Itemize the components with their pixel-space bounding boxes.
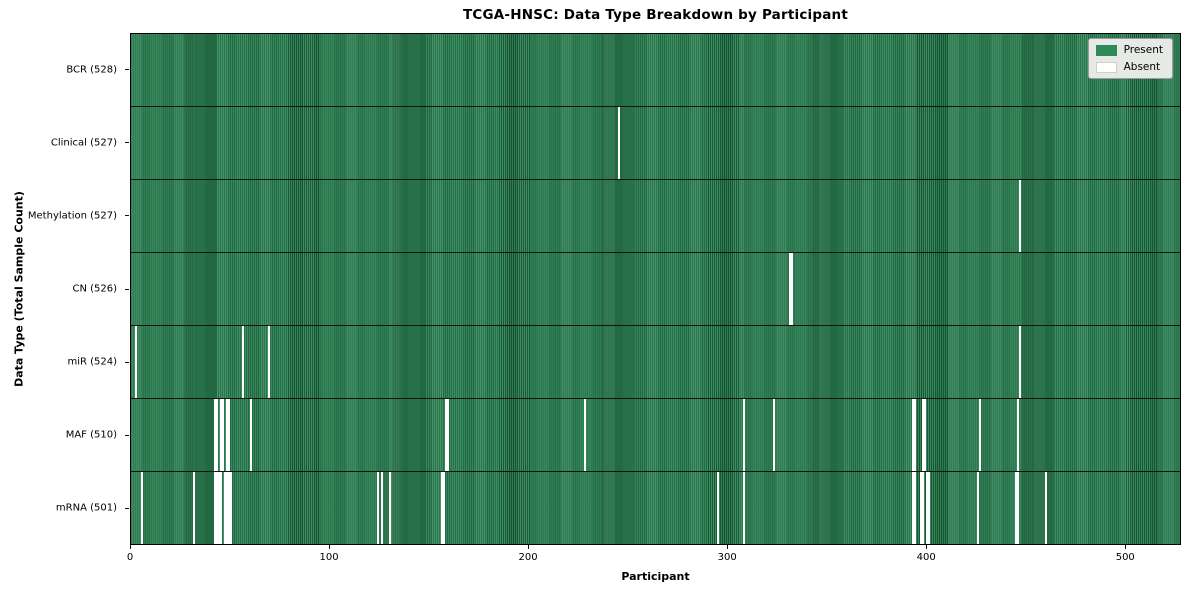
heatmap-row-bcr — [131, 34, 1180, 106]
absent-mark — [220, 472, 223, 544]
absent-mark — [788, 253, 791, 325]
absent-mark — [913, 472, 916, 544]
legend-entry-present: Present — [1095, 44, 1163, 56]
absent-mark — [742, 399, 745, 471]
absent-mark — [446, 399, 449, 471]
y-tick-label: Clinical (527) — [50, 137, 117, 149]
absent-mark — [1015, 472, 1018, 544]
heatmap-row-clinical — [131, 106, 1180, 179]
absent-mark — [222, 399, 225, 471]
absent-mark — [214, 399, 217, 471]
absent-mark — [220, 399, 223, 471]
absent-mark — [389, 472, 392, 544]
absent-mark — [444, 399, 447, 471]
absent-swatch-icon — [1095, 61, 1117, 73]
x-axis: 0 100 200 300 400 500 — [126, 545, 1181, 585]
absent-mark — [790, 253, 793, 325]
x-tick-mark — [727, 545, 729, 549]
y-tick-mark — [125, 434, 129, 436]
absent-mark — [617, 107, 620, 179]
chart-title: TCGA-HNSC: Data Type Breakdown by Partic… — [462, 7, 848, 23]
absent-mark — [911, 399, 914, 471]
y-tick-label: miR (524) — [67, 356, 117, 368]
absent-mark — [440, 472, 443, 544]
absent-mark — [218, 472, 221, 544]
y-tick-label: MAF (510) — [65, 429, 117, 441]
present-swatch-icon — [1095, 44, 1117, 56]
absent-mark — [214, 472, 217, 544]
x-tick-mark — [329, 545, 331, 549]
plot-area: Present Absent — [130, 33, 1181, 545]
absent-mark — [927, 472, 930, 544]
x-tick-label: 300 — [717, 552, 737, 563]
absent-mark — [381, 472, 384, 544]
legend-entry-absent: Absent — [1095, 61, 1163, 73]
absent-mark — [979, 399, 982, 471]
absent-mark — [242, 326, 245, 398]
x-tick-label: 200 — [518, 552, 538, 563]
heatmap-row-methylation — [131, 179, 1180, 252]
absent-mark — [226, 399, 229, 471]
absent-mark — [442, 472, 445, 544]
y-tick-mark — [125, 288, 129, 290]
absent-mark — [977, 472, 980, 544]
absent-mark — [925, 472, 928, 544]
absent-mark — [923, 399, 926, 471]
absent-mark — [742, 472, 745, 544]
x-tick-label: 100 — [319, 552, 339, 563]
absent-mark — [1019, 326, 1022, 398]
y-tick-mark — [125, 69, 129, 71]
x-tick-label: 500 — [1115, 552, 1135, 563]
y-tick-mark — [125, 215, 129, 217]
absent-mark — [911, 472, 914, 544]
y-tick-label: BCR (528) — [66, 64, 117, 76]
heatmap-row-maf — [131, 398, 1180, 471]
absent-mark — [717, 472, 720, 544]
absent-mark — [1044, 472, 1047, 544]
y-tick-label: mRNA (501) — [55, 502, 117, 514]
heatmap-row-cn — [131, 252, 1180, 325]
y-axis: BCR (528) Clinical (527) Methylation (527)… — [0, 33, 130, 545]
x-tick-mark — [926, 545, 928, 549]
y-tick-mark — [125, 507, 129, 509]
absent-mark — [1017, 472, 1020, 544]
absent-mark — [216, 399, 219, 471]
absent-mark — [140, 472, 143, 544]
absent-mark — [1017, 399, 1020, 471]
absent-mark — [921, 472, 924, 544]
absent-mark — [226, 472, 229, 544]
y-tick-label: Methylation (527) — [27, 210, 117, 222]
y-tick-mark — [125, 142, 129, 144]
x-axis-title: Participant — [621, 570, 690, 583]
absent-mark — [772, 399, 775, 471]
legend-label-absent: Absent — [1123, 61, 1161, 73]
y-tick-label: CN (526) — [72, 283, 117, 295]
absent-mark — [250, 399, 253, 471]
x-tick-label: 0 — [126, 552, 134, 563]
x-tick-mark — [130, 545, 131, 549]
absent-mark — [228, 399, 231, 471]
absent-mark — [377, 472, 380, 544]
absent-mark — [919, 472, 922, 544]
absent-mark — [268, 326, 271, 398]
x-tick-mark — [528, 545, 530, 549]
absent-mark — [224, 472, 227, 544]
legend: Present Absent — [1087, 38, 1173, 79]
absent-mark — [230, 472, 233, 544]
y-tick-mark — [125, 361, 129, 363]
absent-mark — [1019, 180, 1022, 252]
absent-mark — [583, 399, 586, 471]
absent-mark — [921, 399, 924, 471]
heatmap-row-mir — [131, 325, 1180, 398]
absent-mark — [192, 472, 195, 544]
x-tick-label: 400 — [916, 552, 936, 563]
absent-mark — [134, 326, 137, 398]
absent-mark — [216, 472, 219, 544]
legend-label-present: Present — [1123, 44, 1163, 56]
absent-mark — [228, 472, 231, 544]
x-tick-mark — [1125, 545, 1127, 549]
absent-mark — [913, 399, 916, 471]
heatmap-row-mrna — [131, 471, 1180, 544]
